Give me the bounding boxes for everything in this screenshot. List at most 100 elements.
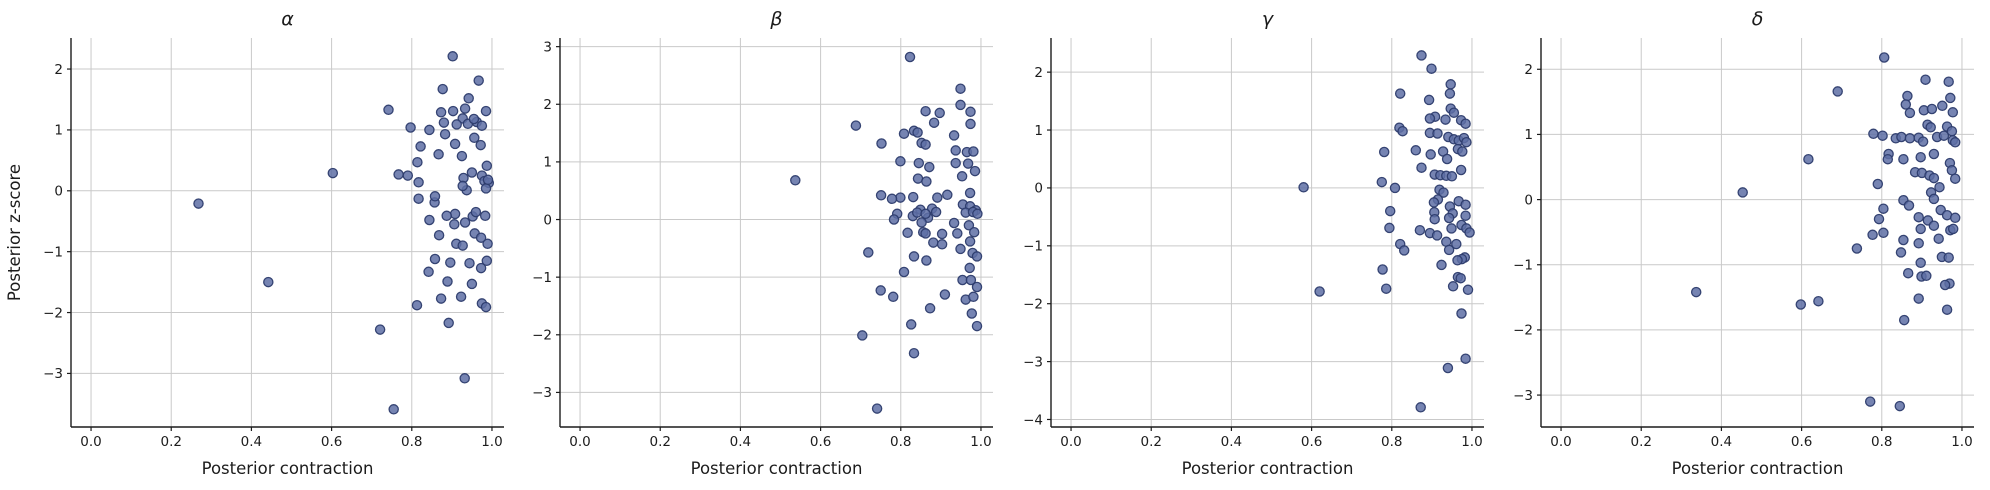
x-tick-label: 0.2	[649, 434, 670, 450]
scatter-point	[972, 208, 983, 220]
scatter-point	[912, 127, 923, 138]
scatter-point	[445, 257, 456, 268]
scatter-point	[1934, 181, 1945, 193]
scatter-point	[1904, 133, 1916, 144]
scatter-point	[1894, 400, 1906, 412]
scatter-point	[921, 255, 932, 266]
scatter-point	[1943, 252, 1954, 263]
y-tick-label: −2	[43, 305, 63, 321]
x-tick-label: 0.8	[401, 434, 422, 450]
scatter-point	[1436, 259, 1447, 271]
scatter-point	[449, 219, 460, 230]
scatter-point	[966, 308, 978, 319]
scatter-point	[1928, 193, 1940, 205]
scatter-point	[456, 150, 468, 162]
scatter-point	[913, 157, 925, 169]
scatter-point	[965, 118, 976, 130]
x-tick-label: 0.0	[1550, 434, 1571, 450]
y-tick-label: 3	[543, 39, 552, 55]
scatter-point	[1941, 304, 1953, 315]
scatter-series	[790, 51, 983, 414]
scatter-point	[1949, 173, 1961, 184]
scatter-point	[263, 276, 274, 288]
scatter-point	[1314, 286, 1325, 297]
scatter-point	[968, 291, 979, 303]
scatter-point	[1873, 213, 1885, 225]
scatter-point	[964, 187, 976, 199]
scatter-point	[1456, 308, 1467, 319]
scatter-point	[1462, 284, 1474, 296]
y-tick-label: 0	[1524, 192, 1533, 208]
panel-title-alpha: α	[281, 8, 294, 30]
scatter-point	[1864, 396, 1876, 407]
panel-delta: 0.0 0.2 0.4 0.6 0.8 1.0 2 1 0 −1 −2 −3 δ Posterior co…	[1513, 8, 1974, 478]
scatter-point	[876, 138, 887, 149]
x-tick-label: 1.0	[1461, 434, 1482, 450]
scatter-point	[1868, 128, 1879, 140]
scatter-point	[415, 141, 426, 152]
scatter-point	[1913, 293, 1924, 304]
scatter-point	[433, 149, 444, 160]
scatter-point	[1376, 176, 1388, 188]
scatter-point	[971, 251, 983, 262]
y-tick-label: 1	[1034, 123, 1043, 139]
scatter-series	[1690, 52, 1961, 412]
scatter-point	[1432, 128, 1443, 139]
scatter-point	[464, 257, 475, 269]
scatter-point	[898, 128, 910, 139]
scatter-point	[911, 207, 923, 218]
y-tick-label: −2	[532, 328, 552, 344]
scatter-point	[463, 93, 474, 104]
scatter-point	[423, 266, 434, 278]
panel-title-delta: δ	[1752, 8, 1764, 30]
scatter-point	[1377, 264, 1388, 275]
scatter-point	[1902, 90, 1913, 102]
scatter-point	[1737, 187, 1748, 198]
scatter-point	[875, 285, 886, 296]
x-tick-label: 0.2	[1630, 434, 1651, 450]
x-tick-label: 0.2	[1140, 434, 1161, 450]
x-tick-label: 0.4	[241, 434, 262, 450]
scatter-point	[1878, 203, 1889, 214]
scatter-point	[466, 278, 478, 290]
panel-alpha: 0.0 0.2 0.4 0.6 0.8 1.0 2 1 0 −1 −2 −3 α Posterior co…	[5, 8, 504, 478]
scatter-point	[965, 106, 976, 118]
x-tick-label: 0.2	[160, 434, 181, 450]
scatter-point	[1813, 295, 1824, 307]
scatter-point	[875, 190, 887, 201]
scatter-point	[952, 228, 963, 239]
scatter-point	[443, 317, 454, 329]
y-tick-label: 2	[543, 97, 552, 113]
x-tick-label: 0.4	[730, 434, 751, 450]
scatter-point	[1898, 314, 1910, 326]
scatter-point	[969, 165, 981, 177]
scatter-point	[968, 146, 979, 157]
scatter-point	[1928, 172, 1940, 184]
y-axis-label: Posterior z-score	[5, 164, 24, 301]
scatter-point	[1898, 234, 1909, 246]
scatter-point	[1455, 272, 1466, 284]
scatter-point	[459, 373, 470, 384]
x-axis-label: Posterior contraction	[1182, 459, 1354, 478]
panel-title-gamma: γ	[1262, 8, 1275, 30]
scatter-point	[1947, 223, 1959, 235]
scatter-point	[1443, 244, 1455, 256]
scatter-point	[424, 214, 435, 226]
scatter-point	[457, 180, 468, 192]
scatter-point	[468, 113, 480, 125]
scatter-point	[435, 107, 447, 118]
scatter-point	[1882, 153, 1894, 165]
scatter-point	[1943, 76, 1954, 87]
scatter-point	[962, 158, 974, 169]
scatter-point	[412, 156, 423, 168]
y-tick-label: −1	[43, 244, 63, 260]
scatter-point	[449, 208, 461, 220]
scatter-point	[457, 240, 468, 251]
scatter-point	[1380, 283, 1392, 294]
scatter-point	[438, 117, 450, 128]
scatter-point	[904, 51, 916, 63]
scatter-point	[948, 130, 960, 141]
scatter-point	[1945, 92, 1956, 104]
y-tick-label: −2	[1513, 323, 1533, 339]
